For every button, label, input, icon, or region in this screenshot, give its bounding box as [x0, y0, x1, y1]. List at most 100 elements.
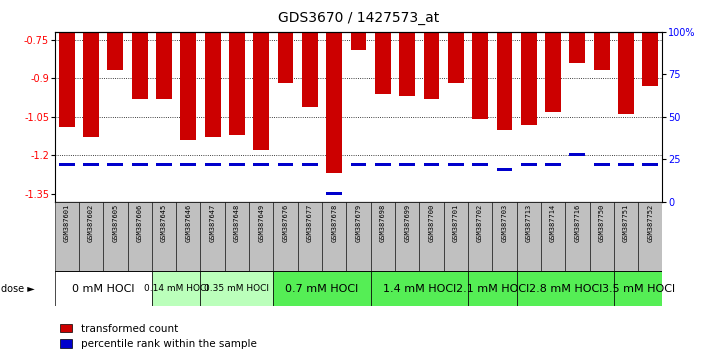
Text: GSM387678: GSM387678: [331, 204, 337, 242]
Bar: [83, 163, 99, 166]
Bar: [83, 32, 99, 137]
Text: GSM387701: GSM387701: [453, 204, 459, 242]
FancyBboxPatch shape: [371, 202, 395, 271]
Bar: [156, 32, 172, 99]
Text: GSM387647: GSM387647: [210, 204, 215, 242]
Text: 1.4 mM HOCl: 1.4 mM HOCl: [383, 284, 456, 293]
Bar: [521, 163, 537, 166]
Text: GSM387714: GSM387714: [550, 204, 556, 242]
Bar: [181, 32, 197, 140]
Bar: [545, 163, 561, 166]
Text: GSM387606: GSM387606: [137, 204, 143, 242]
Bar: [277, 163, 293, 166]
Text: dose ►: dose ►: [1, 284, 34, 293]
Bar: [496, 32, 513, 130]
Text: GSM387716: GSM387716: [574, 204, 580, 242]
Text: 0.7 mM HOCl: 0.7 mM HOCl: [285, 284, 359, 293]
Bar: [448, 32, 464, 83]
FancyBboxPatch shape: [443, 202, 468, 271]
Bar: [205, 32, 221, 137]
Bar: [517, 271, 614, 306]
Text: GSM387605: GSM387605: [112, 204, 119, 242]
Bar: [375, 163, 391, 166]
FancyBboxPatch shape: [274, 202, 298, 271]
Text: GSM387751: GSM387751: [623, 204, 629, 242]
Bar: [448, 163, 464, 166]
FancyBboxPatch shape: [127, 202, 152, 271]
Bar: [302, 32, 318, 107]
Bar: [351, 163, 366, 166]
Text: GSM387703: GSM387703: [502, 204, 507, 242]
Text: GSM387601: GSM387601: [64, 204, 70, 242]
Bar: [642, 163, 658, 166]
Bar: [326, 32, 342, 173]
Bar: [55, 271, 152, 306]
Text: 0.14 mM HOCl: 0.14 mM HOCl: [143, 284, 209, 293]
FancyBboxPatch shape: [152, 202, 176, 271]
Text: GSM387700: GSM387700: [429, 204, 435, 242]
Bar: [399, 32, 415, 96]
Bar: [205, 163, 221, 166]
FancyBboxPatch shape: [395, 202, 419, 271]
Bar: [277, 32, 293, 83]
FancyBboxPatch shape: [614, 202, 638, 271]
Bar: [424, 163, 440, 166]
Text: GSM387645: GSM387645: [161, 204, 167, 242]
Bar: [569, 153, 585, 156]
FancyBboxPatch shape: [79, 202, 103, 271]
FancyBboxPatch shape: [590, 202, 614, 271]
Bar: [200, 271, 274, 306]
Legend: transformed count, percentile rank within the sample: transformed count, percentile rank withi…: [60, 324, 256, 349]
Bar: [351, 32, 366, 50]
FancyBboxPatch shape: [347, 202, 371, 271]
Text: GSM387646: GSM387646: [186, 204, 191, 242]
Bar: [569, 32, 585, 63]
Bar: [472, 32, 488, 119]
FancyBboxPatch shape: [565, 202, 590, 271]
Bar: [274, 271, 371, 306]
Text: GSM387752: GSM387752: [647, 204, 653, 242]
Text: 3.5 mM HOCl: 3.5 mM HOCl: [601, 284, 675, 293]
Text: GSM387698: GSM387698: [380, 204, 386, 242]
FancyBboxPatch shape: [55, 202, 79, 271]
Bar: [618, 163, 634, 166]
Bar: [108, 32, 123, 70]
Bar: [614, 271, 662, 306]
Text: GSM387679: GSM387679: [355, 204, 362, 242]
Bar: [424, 32, 440, 99]
FancyBboxPatch shape: [103, 202, 127, 271]
Bar: [326, 192, 342, 195]
Bar: [132, 32, 148, 99]
Bar: [371, 271, 468, 306]
Bar: [302, 163, 318, 166]
Bar: [642, 32, 658, 86]
Text: 2.8 mM HOCl: 2.8 mM HOCl: [529, 284, 602, 293]
Bar: [132, 163, 148, 166]
Bar: [375, 32, 391, 94]
Bar: [618, 32, 634, 114]
Text: GSM387649: GSM387649: [258, 204, 264, 242]
FancyBboxPatch shape: [225, 202, 249, 271]
Bar: [59, 163, 75, 166]
Text: GSM387702: GSM387702: [477, 204, 483, 242]
Bar: [545, 32, 561, 112]
FancyBboxPatch shape: [492, 202, 517, 271]
Text: GSM387677: GSM387677: [307, 204, 313, 242]
Text: GSM387750: GSM387750: [598, 204, 605, 242]
FancyBboxPatch shape: [419, 202, 443, 271]
FancyBboxPatch shape: [638, 202, 662, 271]
Bar: [253, 32, 269, 150]
Bar: [181, 163, 197, 166]
Bar: [152, 271, 200, 306]
Text: GSM387602: GSM387602: [88, 204, 94, 242]
Bar: [521, 32, 537, 125]
Text: 0.35 mM HOCl: 0.35 mM HOCl: [205, 284, 269, 293]
Bar: [594, 163, 609, 166]
FancyBboxPatch shape: [541, 202, 565, 271]
Bar: [468, 271, 517, 306]
Bar: [108, 163, 123, 166]
Text: GSM387713: GSM387713: [526, 204, 531, 242]
Bar: [399, 163, 415, 166]
Bar: [229, 163, 245, 166]
FancyBboxPatch shape: [200, 202, 225, 271]
